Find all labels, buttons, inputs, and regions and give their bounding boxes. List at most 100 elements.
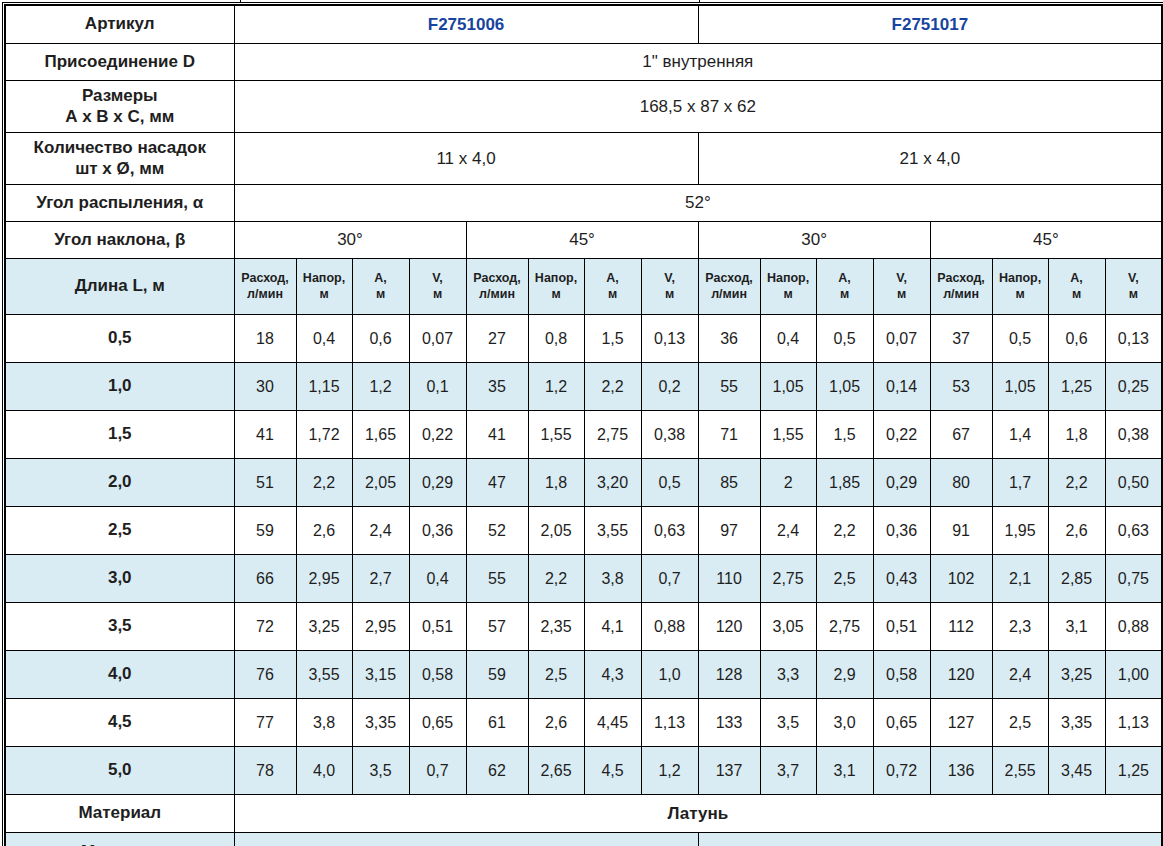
- value-cell: 1,13: [641, 699, 698, 747]
- value-cell: 2,85: [1048, 555, 1105, 603]
- nozzles-label: Количество насадок шт х Ø, мм: [5, 133, 234, 185]
- head-header: Напор, м: [992, 259, 1048, 315]
- value-cell: 2,4: [992, 651, 1048, 699]
- value-cell: 27: [466, 315, 528, 363]
- value-cell: 2,75: [584, 411, 641, 459]
- value-cell: 3,45: [1048, 747, 1105, 795]
- value-cell: 1,4: [992, 411, 1048, 459]
- value-cell: 2,7: [352, 555, 409, 603]
- value-cell: 1,65: [352, 411, 409, 459]
- value-cell: 1,25: [1105, 747, 1162, 795]
- value-cell: 0,51: [873, 603, 930, 651]
- value-cell: 0,25: [1105, 363, 1162, 411]
- value-cell: 3,20: [584, 459, 641, 507]
- value-cell: 59: [234, 507, 296, 555]
- value-cell: 0,7: [641, 555, 698, 603]
- length-cell: 2,5: [5, 507, 234, 555]
- article-number-2: F2751017: [698, 5, 1162, 44]
- value-cell: 72: [234, 603, 296, 651]
- spray-angle-row: Угол распыления, α 52°: [5, 185, 1162, 222]
- value-cell: 1,5: [584, 315, 641, 363]
- dimensions-label: Размеры А х В х С, мм: [5, 81, 234, 133]
- value-cell: 2,75: [816, 603, 873, 651]
- value-cell: 1,13: [1105, 699, 1162, 747]
- value-cell: 0,58: [873, 651, 930, 699]
- length-cell: 4,0: [5, 651, 234, 699]
- spray-angle-label: Угол распыления, α: [5, 185, 234, 222]
- value-cell: 4,0: [296, 747, 352, 795]
- value-cell: 53: [930, 363, 992, 411]
- nozzles-value-1: 11 х 4,0: [234, 133, 698, 185]
- material-value: Латунь: [234, 795, 1162, 833]
- value-cell: 136: [930, 747, 992, 795]
- data-row: 0,5180,40,60,07270,81,50,13360,40,50,073…: [5, 315, 1162, 363]
- value-cell: 0,13: [1105, 315, 1162, 363]
- a-header: А, м: [584, 259, 641, 315]
- value-cell: 2,05: [528, 507, 584, 555]
- value-cell: 18: [234, 315, 296, 363]
- data-row: 2,0512,22,050,29471,83,200,58521,850,298…: [5, 459, 1162, 507]
- value-cell: 3,35: [352, 699, 409, 747]
- value-cell: 137: [698, 747, 760, 795]
- spray-angle-value: 52°: [234, 185, 1162, 222]
- value-cell: 0,63: [641, 507, 698, 555]
- value-cell: 1,00: [1105, 651, 1162, 699]
- value-cell: 0,88: [1105, 603, 1162, 651]
- value-cell: 0,4: [296, 315, 352, 363]
- value-cell: 77: [234, 699, 296, 747]
- column-header-row: Длина L, м Расход, л/мин Напор, м А, м V…: [5, 259, 1162, 315]
- value-cell: 0,29: [873, 459, 930, 507]
- value-cell: 3,55: [296, 651, 352, 699]
- value-cell: 2,55: [992, 747, 1048, 795]
- value-cell: 4,1: [584, 603, 641, 651]
- value-cell: 0,4: [760, 315, 816, 363]
- value-cell: 0,4: [409, 555, 466, 603]
- mass-value-2: 1,4: [698, 833, 1162, 846]
- value-cell: 1,05: [760, 363, 816, 411]
- value-cell: 2,3: [992, 603, 1048, 651]
- value-cell: 3,25: [1048, 651, 1105, 699]
- connection-row: Присоединение D 1" внутренняя: [5, 44, 1162, 81]
- value-cell: 85: [698, 459, 760, 507]
- head-header: Напор, м: [296, 259, 352, 315]
- value-cell: 2,65: [528, 747, 584, 795]
- data-row: 2,5592,62,40,36522,053,550,63972,42,20,3…: [5, 507, 1162, 555]
- value-cell: 0,07: [409, 315, 466, 363]
- value-cell: 0,58: [409, 651, 466, 699]
- data-rows-body: 0,5180,40,60,07270,81,50,13360,40,50,073…: [5, 315, 1162, 795]
- tilt-angle-label: Угол наклона, β: [5, 222, 234, 259]
- value-cell: 30: [234, 363, 296, 411]
- value-cell: 3,8: [296, 699, 352, 747]
- value-cell: 1,95: [992, 507, 1048, 555]
- value-cell: 0,6: [352, 315, 409, 363]
- value-cell: 1,5: [816, 411, 873, 459]
- value-cell: 0,65: [409, 699, 466, 747]
- value-cell: 0,6: [1048, 315, 1105, 363]
- value-cell: 1,55: [528, 411, 584, 459]
- dimensions-row: Размеры А х В х С, мм 168,5 x 87 x 62: [5, 81, 1162, 133]
- value-cell: 110: [698, 555, 760, 603]
- value-cell: 0,22: [873, 411, 930, 459]
- value-cell: 57: [466, 603, 528, 651]
- data-row: 5,0784,03,50,7622,654,51,21373,73,10,721…: [5, 747, 1162, 795]
- value-cell: 2,4: [352, 507, 409, 555]
- connection-value: 1" внутренняя: [234, 44, 1162, 81]
- value-cell: 127: [930, 699, 992, 747]
- value-cell: 0,5: [641, 459, 698, 507]
- length-cell: 1,0: [5, 363, 234, 411]
- tilt-angle-value-2: 45°: [466, 222, 698, 259]
- value-cell: 2,5: [528, 651, 584, 699]
- value-cell: 4,3: [584, 651, 641, 699]
- value-cell: 0,36: [409, 507, 466, 555]
- material-label: Материал: [5, 795, 234, 833]
- a-header: А, м: [1048, 259, 1105, 315]
- value-cell: 0,22: [409, 411, 466, 459]
- value-cell: 0,14: [873, 363, 930, 411]
- data-row: 4,5773,83,350,65612,64,451,131333,53,00,…: [5, 699, 1162, 747]
- value-cell: 0,29: [409, 459, 466, 507]
- head-header: Напор, м: [528, 259, 584, 315]
- value-cell: 0,38: [1105, 411, 1162, 459]
- data-row: 1,0301,151,20,1351,22,20,2551,051,050,14…: [5, 363, 1162, 411]
- table-frame: Артикул F2751006 F2751017 Присоединение …: [2, 2, 1163, 846]
- length-cell: 3,0: [5, 555, 234, 603]
